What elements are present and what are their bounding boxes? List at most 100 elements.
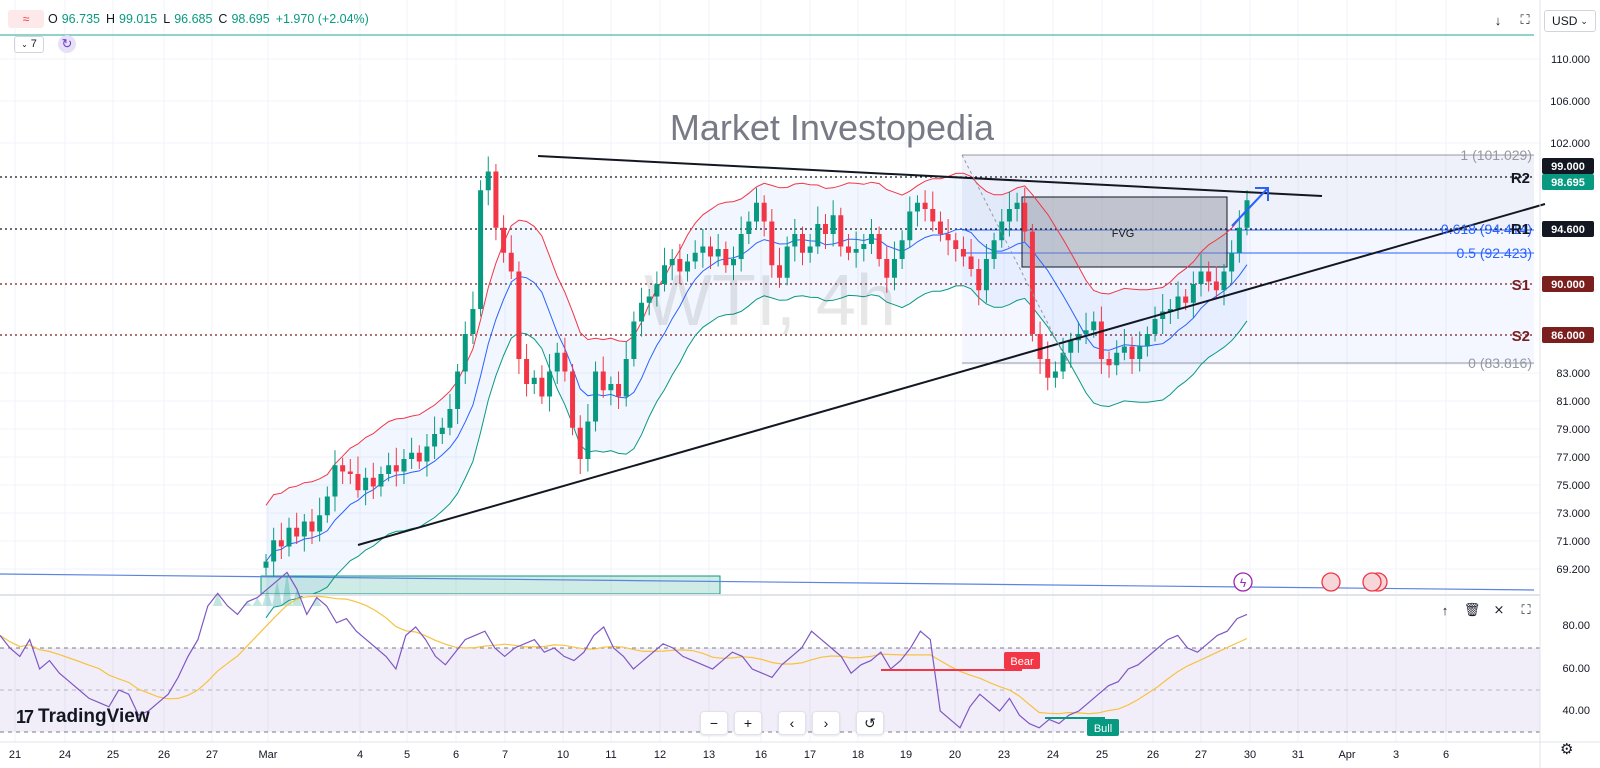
candle-body: [1144, 334, 1150, 347]
candle-body: [945, 234, 951, 241]
fib-label-05: 0.5 (92.423): [1457, 245, 1533, 261]
fvg-label: FVG: [1112, 228, 1135, 240]
reset-chart-button[interactable]: ↺: [856, 711, 884, 735]
low-value: 96.685: [174, 12, 213, 26]
candle-body: [1037, 334, 1043, 359]
time-tick: 17: [804, 749, 816, 761]
candle-body: [884, 259, 890, 278]
bear-label: Bear: [1010, 656, 1034, 668]
lightning-icon[interactable]: [1233, 572, 1253, 592]
sync-icon[interactable]: ↻: [58, 35, 76, 53]
candle-body: [700, 246, 706, 253]
candle-body: [263, 561, 269, 568]
logo-text: TradingView: [38, 706, 150, 727]
rsi-line: [0, 571, 1248, 729]
scroll-left-button[interactable]: ‹: [778, 711, 806, 735]
candle-body: [891, 259, 897, 278]
time-tick: 24: [59, 749, 71, 761]
rsi-tick: 60.00: [1562, 663, 1590, 675]
tradingview-logo[interactable]: 17 TradingView: [16, 706, 150, 728]
open-value: 96.735: [61, 12, 100, 26]
zoom-in-button[interactable]: +: [734, 711, 762, 735]
time-tick: 4: [357, 749, 363, 761]
candle-body: [1229, 252, 1235, 272]
price-tick: 73.000: [1556, 508, 1590, 520]
candle-body: [646, 296, 652, 303]
candle-body: [1068, 340, 1074, 353]
bull-label: Bull: [1094, 723, 1112, 735]
price-badge: 94.600: [1551, 224, 1585, 236]
candle-body: [792, 234, 798, 247]
indicators-toggle[interactable]: ⌄ 7: [14, 35, 44, 53]
time-tick: 27: [206, 749, 218, 761]
projection-arrow: [1231, 187, 1269, 227]
symbol-swatch[interactable]: ≈: [8, 10, 44, 28]
move-pane-up-icon[interactable]: ↑: [1441, 602, 1449, 618]
price-badge: 86.000: [1551, 330, 1585, 342]
fullscreen-icon[interactable]: ⛶: [1520, 12, 1530, 27]
high-value: 99.015: [119, 12, 158, 26]
time-tick: 12: [654, 749, 666, 761]
fib-label-1: 1 (101.029): [1460, 147, 1532, 163]
time-tick: 20: [949, 749, 961, 761]
candle-body: [439, 427, 445, 434]
time-tick: 21: [9, 749, 21, 761]
price-badge: 98.695: [1551, 177, 1585, 189]
fvg-box[interactable]: [1021, 196, 1228, 268]
candle-body: [317, 515, 323, 532]
candle-body: [378, 474, 384, 487]
long-trendline: [0, 573, 1535, 591]
candle-body: [677, 259, 683, 272]
time-tick: 27: [1195, 749, 1207, 761]
candle-body: [585, 421, 591, 459]
change-value: +1.970 (+2.04%): [275, 12, 369, 26]
candle-body: [608, 384, 614, 391]
candle-body: [899, 240, 905, 259]
bull-label-bg: [1087, 719, 1119, 736]
maximize-pane-icon[interactable]: ⛶: [1521, 602, 1531, 617]
time-tick: 11: [605, 749, 616, 761]
us-flag-event-icon[interactable]: [1321, 572, 1341, 592]
scroll-right-button[interactable]: ›: [812, 711, 840, 735]
candle-body: [1098, 321, 1104, 359]
candle-body: [508, 252, 514, 272]
candle-body: [822, 224, 828, 234]
descending-trendline[interactable]: [537, 155, 1323, 197]
download-icon[interactable]: ↓: [1494, 12, 1502, 28]
time-tick: 10: [557, 749, 569, 761]
candlesticks: [263, 156, 1250, 577]
time-axis[interactable]: 21 24 25 26 27 Mar 4 5 6 7 10 11 12 13 16 17 18 19 20 23 24 2…: [9, 749, 1449, 761]
us-flag-event-icon[interactable]: [1362, 572, 1382, 592]
currency-selector[interactable]: USD ⌄: [1544, 10, 1596, 32]
settings-gear-icon[interactable]: ⚙: [1560, 741, 1574, 758]
candle-body: [639, 302, 645, 322]
price-tick: 69.200: [1556, 564, 1590, 576]
candle-body: [669, 259, 675, 266]
bollinger-upper: [265, 172, 1248, 506]
chevron-down-icon: ⌄: [21, 39, 28, 49]
time-tick: Mar: [259, 749, 278, 761]
candle-body: [807, 246, 813, 253]
candle-body: [1198, 271, 1204, 284]
candle-body: [286, 527, 292, 547]
candle-body: [432, 434, 438, 447]
candle-body: [623, 359, 629, 397]
candle-body: [1129, 346, 1135, 359]
ascending-trendline[interactable]: [357, 203, 1546, 546]
candle-body: [1137, 346, 1143, 359]
time-tick: 19: [900, 749, 912, 761]
delete-pane-icon[interactable]: 🗑: [1463, 602, 1481, 617]
candle-body: [1121, 346, 1127, 353]
candle-body: [1052, 371, 1058, 378]
collapse-pane-icon[interactable]: ⨯: [1493, 602, 1505, 617]
candle-body: [662, 265, 668, 284]
price-axis[interactable]: 110.000 106.000 102.000 83.000 81.000 79.000 7…: [1542, 54, 1594, 717]
candle-body: [930, 209, 936, 222]
candle-body: [1213, 281, 1219, 291]
level-s2-label: S2: [1512, 328, 1530, 345]
zoom-out-button[interactable]: −: [700, 711, 728, 735]
time-tick: 31: [1292, 749, 1304, 761]
candle-body: [616, 384, 622, 397]
candle-body: [1221, 271, 1227, 291]
